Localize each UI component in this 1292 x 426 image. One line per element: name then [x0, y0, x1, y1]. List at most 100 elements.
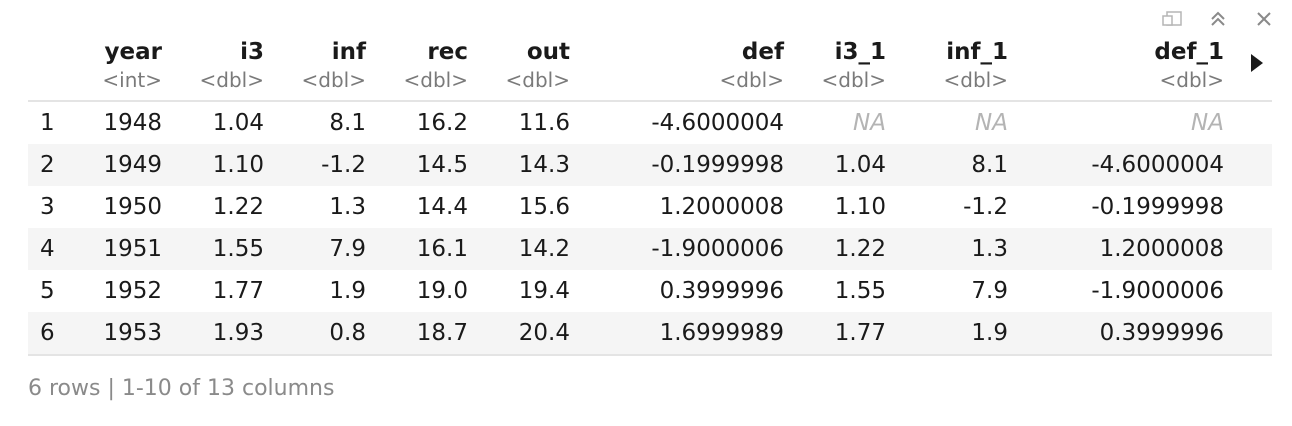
column-name: inf_1	[946, 39, 1008, 65]
table-header: year <int> i3 <dbl> inf <dbl> rec <dbl> …	[28, 36, 1272, 102]
table-cell: 1.2000008	[1099, 236, 1224, 262]
table-cell: 0.8	[329, 320, 366, 346]
table-cell: 20.4	[518, 320, 570, 346]
column-header-inf-1[interactable]: inf_1 <dbl>	[944, 36, 1008, 92]
column-type: <dbl>	[505, 68, 570, 92]
table-row: 6 1953 1.93 0.8 18.7 20.4 1.6999989 1.77 1.9 0.39…	[28, 312, 1272, 354]
table-cell: 8.1	[971, 152, 1008, 178]
table-bottom-rule	[28, 354, 1272, 356]
table-cell: 1948	[103, 110, 162, 136]
table-cell: NA	[975, 110, 1008, 136]
column-name: i3	[240, 39, 264, 65]
table-cell: 1.2000008	[659, 194, 784, 220]
table-cell: 16.1	[416, 236, 468, 262]
table-row: 4 1951 1.55 7.9 16.1 14.2 -1.9000006 1.22 1.3 1.2…	[28, 228, 1272, 270]
column-name: year	[104, 39, 162, 65]
viewer-toolbar	[1158, 6, 1278, 32]
column-type: <int>	[102, 68, 162, 92]
column-header-def-1[interactable]: def_1 <dbl>	[1154, 36, 1224, 92]
column-type: <dbl>	[821, 68, 886, 92]
column-type: <dbl>	[719, 68, 784, 92]
column-name: inf	[331, 39, 366, 65]
table-cell: NA	[853, 110, 886, 136]
table-row: 3 1950 1.22 1.3 14.4 15.6 1.2000008 1.10 -1.2 -0.…	[28, 186, 1272, 228]
table-cell: 16.2	[416, 110, 468, 136]
row-number: 1	[40, 110, 55, 136]
row-number: 4	[40, 236, 55, 262]
table-cell: 14.2	[518, 236, 570, 262]
column-type: <dbl>	[1159, 68, 1224, 92]
table-cell: 1.55	[212, 236, 264, 262]
table-cell: 1.22	[834, 236, 886, 262]
column-type: <dbl>	[199, 68, 264, 92]
table-cell: 1.10	[834, 194, 886, 220]
column-header-i3[interactable]: i3 <dbl>	[200, 36, 264, 92]
table-cell: -0.1999998	[651, 152, 784, 178]
column-type: <dbl>	[943, 68, 1008, 92]
row-number: 3	[40, 194, 55, 220]
column-name: out	[526, 39, 570, 65]
table-cell: -0.1999998	[1091, 194, 1224, 220]
table-summary: 6 rows | 1-10 of 13 columns	[28, 376, 335, 401]
table-cell: 19.4	[518, 278, 570, 304]
table-cell: 1951	[103, 236, 162, 262]
table-cell: -1.2	[963, 194, 1008, 220]
table-cell: NA	[1191, 110, 1224, 136]
column-name: i3_1	[834, 39, 886, 65]
column-type: <dbl>	[301, 68, 366, 92]
table-cell: 1.93	[212, 320, 264, 346]
table-cell: 1.9	[329, 278, 366, 304]
column-header-out[interactable]: out <dbl>	[506, 36, 570, 92]
table-row: 1 1948 1.04 8.1 16.2 11.6 -4.6000004 NA NA NA	[28, 102, 1272, 144]
table-cell: 11.6	[518, 110, 570, 136]
table-cell: -1.9000006	[1091, 278, 1224, 304]
table-cell: 1.77	[212, 278, 264, 304]
next-columns-arrow-icon[interactable]	[1244, 50, 1268, 76]
popout-icon[interactable]	[1158, 6, 1186, 32]
table-cell: -4.6000004	[651, 110, 784, 136]
table-cell: 1.22	[212, 194, 264, 220]
table-cell: 7.9	[329, 236, 366, 262]
column-header-i3-1[interactable]: i3_1 <dbl>	[822, 36, 886, 92]
column-name: rec	[427, 39, 468, 65]
table-body: 1 1948 1.04 8.1 16.2 11.6 -4.6000004 NA NA NA 2 194…	[28, 102, 1272, 354]
row-number: 6	[40, 320, 55, 346]
column-header-def[interactable]: def <dbl>	[720, 36, 784, 92]
table-cell: 0.3999996	[1099, 320, 1224, 346]
data-table: year <int> i3 <dbl> inf <dbl> rec <dbl> …	[28, 36, 1272, 356]
column-name: def_1	[1154, 39, 1224, 65]
table-cell: 19.0	[416, 278, 468, 304]
table-cell: 7.9	[971, 278, 1008, 304]
table-cell: 18.7	[416, 320, 468, 346]
table-cell: -4.6000004	[1091, 152, 1224, 178]
table-cell: 1.6999989	[659, 320, 784, 346]
close-icon[interactable]	[1250, 6, 1278, 32]
column-header-year[interactable]: year <int>	[102, 36, 162, 92]
row-number: 5	[40, 278, 55, 304]
column-header-rec[interactable]: rec <dbl>	[404, 36, 468, 92]
table-cell: 15.6	[518, 194, 570, 220]
table-cell: -1.2	[321, 152, 366, 178]
table-cell: 14.4	[416, 194, 468, 220]
row-number: 2	[40, 152, 55, 178]
column-type: <dbl>	[403, 68, 468, 92]
table-cell: 1.9	[971, 320, 1008, 346]
table-cell: 14.5	[416, 152, 468, 178]
table-cell: 1.3	[971, 236, 1008, 262]
table-row: 5 1952 1.77 1.9 19.0 19.4 0.3999996 1.55 7.9 -1.9…	[28, 270, 1272, 312]
table-cell: 1953	[103, 320, 162, 346]
collapse-icon[interactable]	[1204, 6, 1232, 32]
table-cell: 1.77	[834, 320, 886, 346]
table-cell: 1949	[103, 152, 162, 178]
table-cell: 1.04	[212, 110, 264, 136]
table-cell: 14.3	[518, 152, 570, 178]
table-row: 2 1949 1.10 -1.2 14.5 14.3 -0.1999998 1.04 8.1 -4…	[28, 144, 1272, 186]
column-header-inf[interactable]: inf <dbl>	[302, 36, 366, 92]
table-cell: 1952	[103, 278, 162, 304]
table-cell: 0.3999996	[659, 278, 784, 304]
table-cell: 1.3	[329, 194, 366, 220]
table-cell: 1.55	[834, 278, 886, 304]
table-cell: 8.1	[329, 110, 366, 136]
table-cell: -1.9000006	[651, 236, 784, 262]
